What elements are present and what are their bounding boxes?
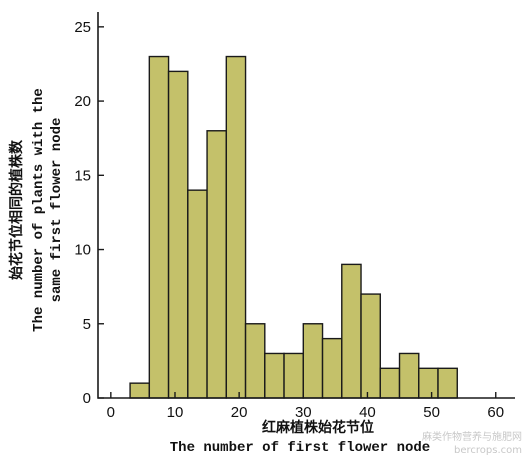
bars-group bbox=[129, 55, 458, 399]
histogram-bar-12 bbox=[360, 293, 381, 399]
y-tick-label-0: 0 bbox=[83, 390, 91, 407]
y-tick-label-5: 25 bbox=[74, 19, 91, 36]
y-axis-label-en-line1: The number of plants with the bbox=[31, 88, 47, 332]
watermark-line1: 麻类作物营养与施肥网 bbox=[422, 430, 522, 443]
y-tick-label-1: 5 bbox=[83, 316, 91, 333]
histogram-bar-16 bbox=[437, 367, 458, 399]
histogram-bar-5 bbox=[225, 55, 247, 399]
watermark-line2: bercrops.com bbox=[454, 445, 522, 456]
histogram-bar-10 bbox=[321, 337, 343, 399]
y-ticks-group: 0 5 10 15 20 25 bbox=[74, 19, 104, 407]
x-tick-label-6: 60 bbox=[487, 404, 504, 421]
x-tick-label-3: 30 bbox=[295, 404, 312, 421]
histogram-bar-8 bbox=[283, 352, 304, 399]
histogram-bar-13 bbox=[379, 367, 401, 399]
x-tick-label-5: 50 bbox=[423, 404, 440, 421]
histogram-bar-15 bbox=[418, 367, 439, 399]
y-axis-label-en-line2: same first flower node bbox=[49, 118, 65, 303]
histogram-bar-3 bbox=[187, 189, 208, 399]
histogram-bar-11 bbox=[341, 263, 362, 399]
histogram-bar-7 bbox=[264, 352, 285, 399]
histogram-bar-0 bbox=[129, 382, 151, 399]
y-axis-label-cn: 始花节位相同的植株数 bbox=[8, 139, 25, 280]
histogram-bar-2 bbox=[167, 70, 189, 399]
x-tick-label-4: 40 bbox=[359, 404, 376, 421]
x-axis-label-cn: 红麻植株始花节位 bbox=[262, 419, 374, 436]
histogram-bar-1 bbox=[148, 55, 170, 399]
y-tick-label-4: 20 bbox=[74, 93, 91, 110]
x-tick-label-2: 20 bbox=[231, 404, 248, 421]
x-axis-label-en: The number of first flower node bbox=[170, 440, 430, 456]
x-ticks-group: 0 10 20 30 40 50 60 bbox=[107, 392, 504, 421]
x-tick-label-0: 0 bbox=[107, 404, 115, 421]
histogram-bar-14 bbox=[398, 352, 420, 399]
histogram-bar-9 bbox=[302, 323, 324, 399]
x-tick-label-1: 10 bbox=[167, 404, 184, 421]
histogram-bar-4 bbox=[206, 130, 228, 399]
histogram-bar-6 bbox=[244, 323, 266, 399]
y-tick-label-2: 10 bbox=[74, 242, 91, 259]
y-tick-label-3: 15 bbox=[74, 167, 91, 184]
